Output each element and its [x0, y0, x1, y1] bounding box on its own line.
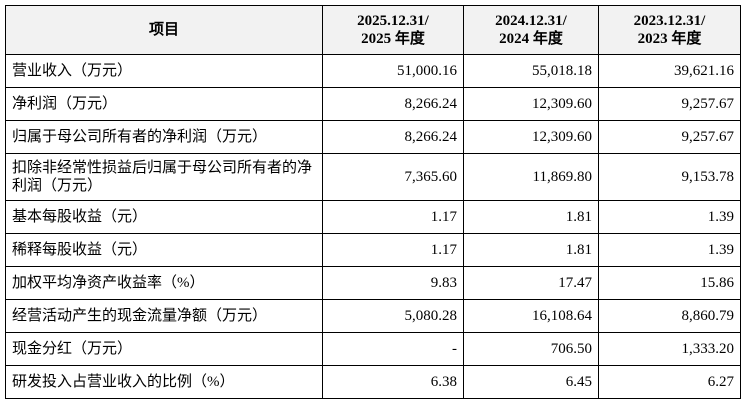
- value-cell: 17.47: [463, 266, 599, 300]
- value-cell: 12,309.60: [463, 120, 599, 154]
- row-label: 研发投入占营业收入的比例（%）: [5, 365, 323, 399]
- row-label: 归属于母公司所有者的净利润（万元）: [5, 120, 323, 154]
- value-cell: 9,257.67: [598, 120, 741, 154]
- value-cell: 1.17: [322, 233, 464, 267]
- value-cell: 6.27: [598, 365, 741, 399]
- header-text: 2025 年度: [361, 31, 425, 47]
- value-cell: 1.81: [463, 200, 599, 234]
- row-label: 稀释每股收益（元）: [5, 233, 323, 267]
- row-label: 营业收入（万元）: [5, 54, 323, 88]
- table-row: 营业收入（万元） 51,000.16 55,018.18 39,621.16: [5, 54, 741, 88]
- value-cell: 1.39: [598, 200, 741, 234]
- header-cell: 2024.12.31/2024 年度: [463, 5, 599, 55]
- row-label: 扣除非经常性损益后归属于母公司所有者的净利润（万元）: [5, 153, 323, 201]
- header-row: 项目 2025.12.31/2025 年度 2024.12.31/2024 年度 20…: [5, 5, 741, 55]
- value-cell: 6.45: [463, 365, 599, 399]
- financial-table: 项目 2025.12.31/2025 年度 2024.12.31/2024 年度 20…: [5, 5, 741, 399]
- value-cell: 7,365.60: [322, 153, 464, 201]
- value-cell: 16,108.64: [463, 299, 599, 333]
- header-text: 2023.12.31/: [633, 13, 706, 29]
- value-cell: 1.39: [598, 233, 741, 267]
- table-row: 研发投入占营业收入的比例（%） 6.38 6.45 6.27: [5, 365, 741, 399]
- value-cell: 5,080.28: [322, 299, 464, 333]
- value-cell: 706.50: [463, 332, 599, 366]
- value-cell: -: [322, 332, 464, 366]
- value-cell: 6.38: [322, 365, 464, 399]
- header-text: 2023 年度: [637, 31, 702, 47]
- table-row: 归属于母公司所有者的净利润（万元） 8,266.24 12,309.60 9,257.…: [5, 120, 741, 154]
- header-cell: 2023.12.31/2023 年度: [598, 5, 741, 55]
- value-cell: 9.83: [322, 266, 464, 300]
- value-cell: 8,266.24: [322, 120, 464, 154]
- table-row: 净利润（万元） 8,266.24 12,309.60 9,257.67: [5, 87, 741, 121]
- table-row: 基本每股收益（元） 1.17 1.81 1.39: [5, 200, 741, 234]
- value-cell: 8,860.79: [598, 299, 741, 333]
- row-label: 经营活动产生的现金流量净额（万元）: [5, 299, 323, 333]
- value-cell: 1.17: [322, 200, 464, 234]
- value-cell: 1,333.20: [598, 332, 741, 366]
- value-cell: 9,153.78: [598, 153, 741, 201]
- header-text: 2025.12.31/: [357, 13, 429, 29]
- value-cell: 15.86: [598, 266, 741, 300]
- value-cell: 1.81: [463, 233, 599, 267]
- value-cell: 55,018.18: [463, 54, 599, 88]
- value-cell: 8,266.24: [322, 87, 464, 121]
- value-cell: 11,869.80: [463, 153, 599, 201]
- table-row: 加权平均净资产收益率（%） 9.83 17.47 15.86: [5, 266, 741, 300]
- value-cell: 51,000.16: [322, 54, 464, 88]
- table-row: 扣除非经常性损益后归属于母公司所有者的净利润（万元） 7,365.60 11,869…: [5, 153, 741, 201]
- row-label: 基本每股收益（元）: [5, 200, 323, 234]
- table-row: 现金分红（万元） -706.50 1,333.20: [5, 332, 741, 366]
- table-row: 稀释每股收益（元） 1.17 1.81 1.39: [5, 233, 741, 267]
- header-text: 项目: [148, 22, 179, 38]
- row-label: 现金分红（万元）: [5, 332, 323, 366]
- row-label: 净利润（万元）: [5, 87, 323, 121]
- row-label: 加权平均净资产收益率（%）: [5, 266, 323, 300]
- header-text: 2024 年度: [499, 31, 563, 47]
- table-row: 经营活动产生的现金流量净额（万元） 5,080.28 16,108.64 8,860.…: [5, 299, 741, 333]
- header-cell: 2025.12.31/2025 年度: [322, 5, 464, 55]
- header-text: 2024.12.31/: [495, 13, 567, 29]
- header-cell: 项目: [5, 5, 323, 55]
- value-cell: 12,309.60: [463, 87, 599, 121]
- value-cell: 39,621.16: [598, 54, 741, 88]
- value-cell: 9,257.67: [598, 87, 741, 121]
